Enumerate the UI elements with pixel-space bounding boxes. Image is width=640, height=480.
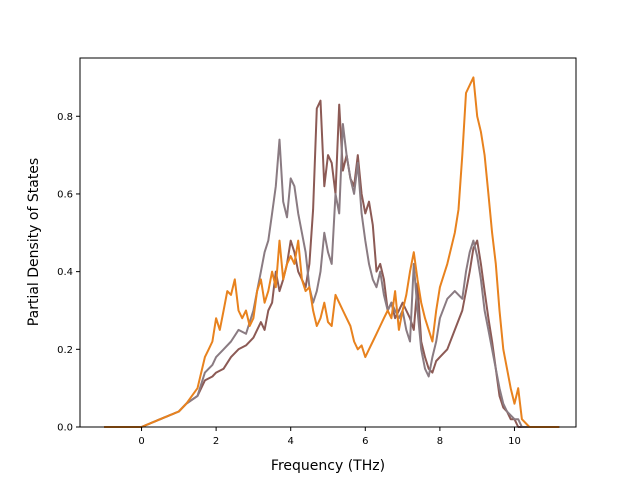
y-tick-label: 0.8 bbox=[57, 112, 73, 123]
y-tick-label: 0.4 bbox=[57, 267, 73, 278]
y-axis-label: Partial Density of States bbox=[26, 158, 42, 326]
y-tick-label: 0.0 bbox=[57, 423, 73, 434]
x-tick-label: 4 bbox=[288, 436, 294, 447]
x-tick-label: 10 bbox=[508, 436, 521, 447]
x-axis-label: Frequency (THz) bbox=[271, 458, 385, 474]
x-axis-ticks: 0 2 4 6 8 10 bbox=[138, 427, 521, 447]
series-group bbox=[104, 76, 560, 428]
y-tick-label: 0.6 bbox=[57, 189, 73, 200]
x-tick-label: 0 bbox=[138, 436, 144, 447]
x-tick-label: 2 bbox=[213, 436, 219, 447]
series-line-1 bbox=[104, 99, 560, 428]
y-tick-label: 0.2 bbox=[57, 345, 73, 356]
series-line-3 bbox=[104, 76, 560, 428]
y-axis-ticks: 0.0 0.2 0.4 0.6 0.8 bbox=[57, 112, 80, 434]
x-tick-label: 8 bbox=[437, 436, 443, 447]
x-tick-label: 6 bbox=[362, 436, 368, 447]
plot-frame bbox=[79, 57, 577, 428]
